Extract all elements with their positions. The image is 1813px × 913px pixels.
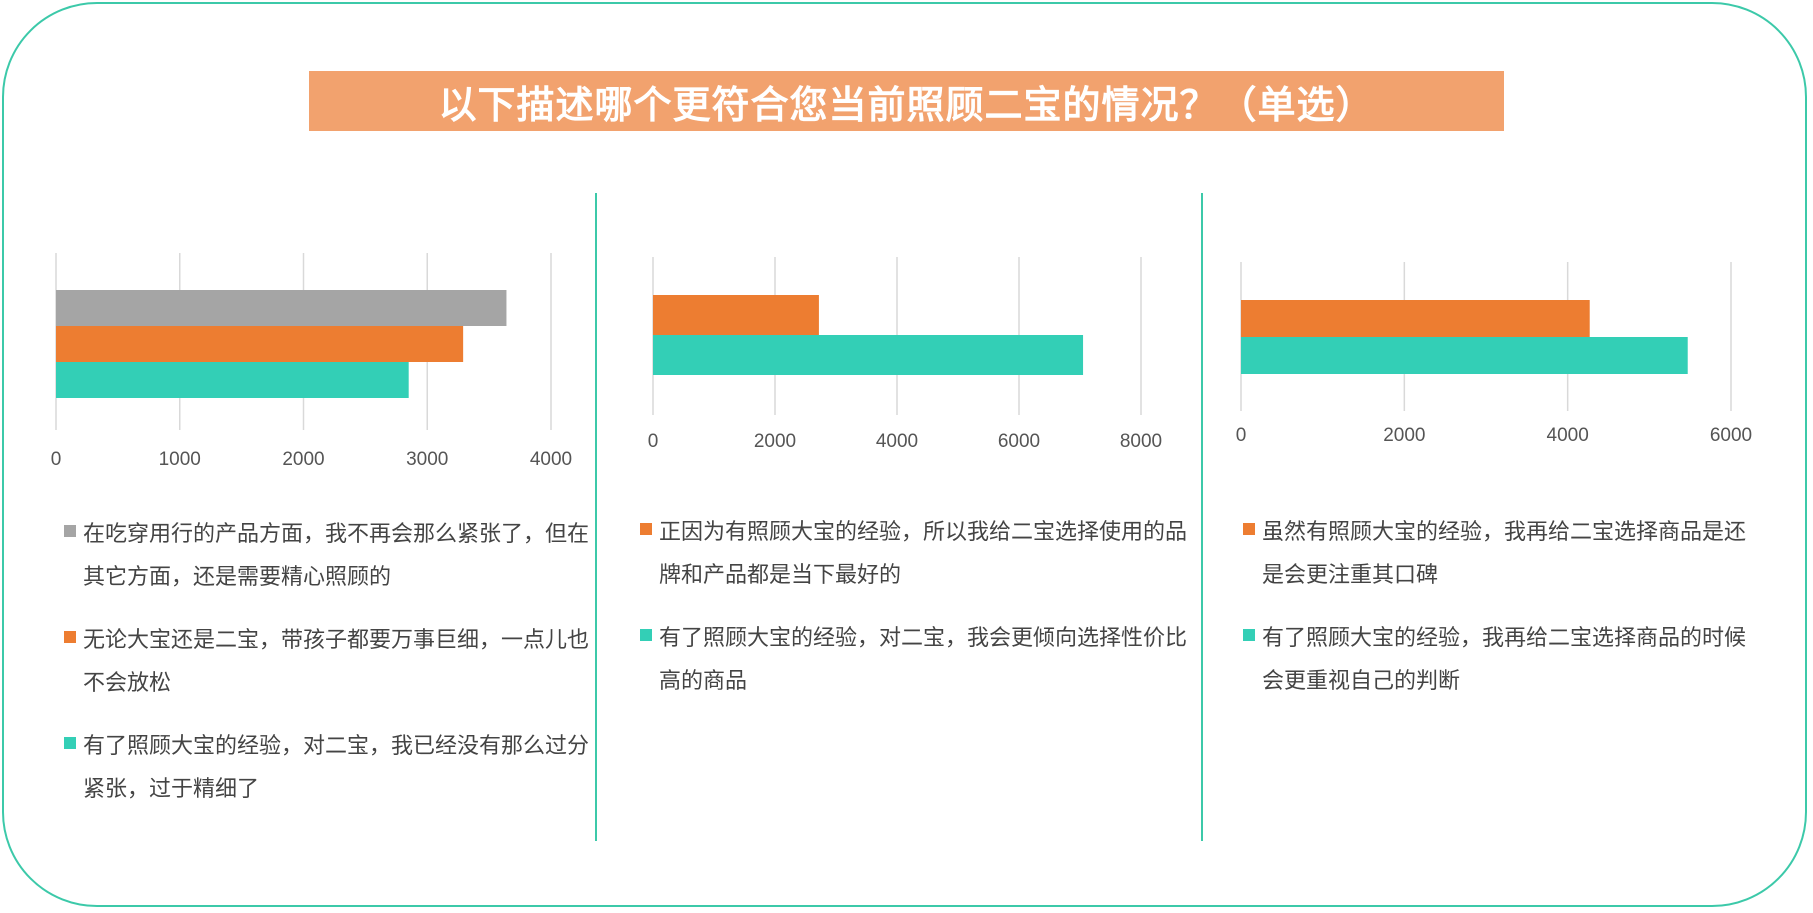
column-divider-2 [1201,193,1203,841]
legend-item: 无论大宝还是二宝，带孩子都要万事巨细，一点儿也不会放松 [64,619,594,705]
bar [56,362,409,398]
x-tick-label: 6000 [998,431,1040,452]
legend-swatch [1243,523,1255,535]
legend-item: 有了照顾大宝的经验，我再给二宝选择商品的时候会更重视自己的判断 [1243,617,1763,703]
legend-swatch [640,523,652,535]
legend-item: 有了照顾大宝的经验，对二宝，我会更倾向选择性价比高的商品 [640,617,1190,703]
legend-swatch [1243,629,1255,641]
legend-item: 在吃穿用行的产品方面，我不再会那么紧张了，但在其它方面，还是需要精心照顾的 [64,513,594,599]
legend-label: 正因为有照顾大宝的经验，所以我给二宝选择使用的品牌和产品都是当下最好的 [659,520,1188,588]
x-tick-label: 6000 [1710,425,1752,446]
bar [56,290,507,326]
legend-swatch [64,525,76,537]
bar [1241,337,1688,374]
x-tick-label: 2000 [282,449,324,470]
legend-swatch [64,737,76,749]
legend-item: 有了照顾大宝的经验，对二宝，我已经没有那么过分紧张，过于精细了 [64,725,594,811]
legend-swatch [64,631,76,643]
column-divider-1 [595,193,597,841]
legend-3: 虽然有照顾大宝的经验，我再给二宝选择商品是还是会更注重其口碑 有了照顾大宝的经验… [1243,511,1763,723]
legend-item: 虽然有照顾大宝的经验，我再给二宝选择商品是还是会更注重其口碑 [1243,511,1763,597]
x-tick-label: 2000 [1383,425,1425,446]
legend-2: 正因为有照顾大宝的经验，所以我给二宝选择使用的品牌和产品都是当下最好的 有了照顾… [640,511,1190,723]
x-tick-label: 4000 [1547,425,1589,446]
x-tick-label: 4000 [876,431,918,452]
legend-swatch [640,629,652,641]
legend-1: 在吃穿用行的产品方面，我不再会那么紧张了，但在其它方面，还是需要精心照顾的 无论… [64,513,594,831]
page-title: 以下描述哪个更符合您当前照顾二宝的情况？（单选） [438,82,1375,127]
x-tick-label: 0 [648,431,659,452]
bar [56,326,464,362]
bar [653,295,819,335]
title-banner: 以下描述哪个更符合您当前照顾二宝的情况？（单选） [309,71,1504,131]
legend-label: 有了照顾大宝的经验，对二宝，我会更倾向选择性价比高的商品 [659,626,1188,694]
x-tick-label: 3000 [406,449,448,470]
legend-label: 有了照顾大宝的经验，我再给二宝选择商品的时候会更重视自己的判断 [1262,626,1747,694]
x-tick-label: 1000 [159,449,201,470]
x-tick-label: 0 [1236,425,1247,446]
legend-label: 在吃穿用行的产品方面，我不再会那么紧张了，但在其它方面，还是需要精心照顾的 [83,522,590,590]
bar [653,335,1084,375]
x-tick-label: 8000 [1120,431,1162,452]
legend-item: 正因为有照顾大宝的经验，所以我给二宝选择使用的品牌和产品都是当下最好的 [640,511,1190,597]
legend-label: 虽然有照顾大宝的经验，我再给二宝选择商品是还是会更注重其口碑 [1262,520,1747,588]
legend-label: 有了照顾大宝的经验，对二宝，我已经没有那么过分紧张，过于精细了 [83,734,590,802]
x-tick-label: 0 [51,449,62,470]
x-tick-label: 2000 [754,431,796,452]
bar [1241,300,1590,337]
legend-label: 无论大宝还是二宝，带孩子都要万事巨细，一点儿也不会放松 [83,628,590,696]
x-tick-label: 4000 [530,449,572,470]
